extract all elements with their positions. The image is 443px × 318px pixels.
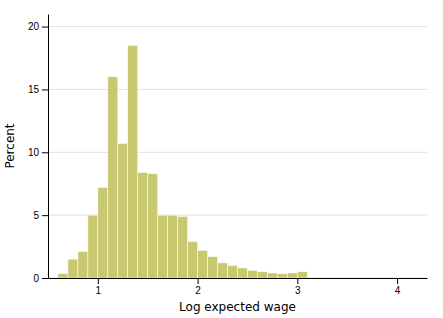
tick-mark <box>42 278 48 279</box>
x-axis: 1 2 3 4 <box>49 278 428 296</box>
bar <box>68 259 78 278</box>
tick-label: 10 <box>28 147 40 158</box>
tick-mark <box>42 215 48 216</box>
tick-mark <box>397 278 398 284</box>
bar <box>188 242 198 278</box>
plot: 1 2 3 4 0 5 10 15 20 Log expected wage Percent <box>3 15 428 315</box>
tick-label: 15 <box>28 84 40 95</box>
grid-line <box>48 89 427 90</box>
bar <box>297 272 307 278</box>
axis-line <box>48 15 49 279</box>
tick-label: 2 <box>195 285 201 296</box>
y-axis-title: Percent <box>3 123 17 168</box>
bar <box>58 274 68 278</box>
bars <box>58 45 307 278</box>
tick-mark <box>42 152 48 153</box>
bar <box>168 215 178 278</box>
bar <box>208 257 218 278</box>
y-axis: 0 5 10 15 20 <box>28 15 49 284</box>
grid <box>48 27 427 278</box>
tick-label: 20 <box>28 21 40 32</box>
bar <box>178 216 188 278</box>
tick-label: 1 <box>96 285 102 296</box>
tick-mark <box>42 89 48 90</box>
tick: 4 <box>395 278 401 296</box>
tick-mark <box>198 278 199 284</box>
tick-mark <box>42 27 48 28</box>
tick: 5 <box>33 210 48 221</box>
tick: 1 <box>96 278 102 296</box>
bar <box>88 215 98 278</box>
bar <box>307 278 317 279</box>
axis-line <box>49 278 428 279</box>
bar <box>228 265 238 278</box>
bar <box>287 273 297 278</box>
grid-line <box>48 26 427 27</box>
bar <box>128 45 138 278</box>
tick: 3 <box>295 278 301 296</box>
bar <box>238 268 248 278</box>
bar <box>138 172 148 278</box>
tick: 20 <box>28 21 48 32</box>
bar <box>267 273 277 278</box>
x-axis-title: Log expected wage <box>179 300 296 314</box>
bar <box>158 215 168 278</box>
tick-mark <box>297 278 298 284</box>
tick-label: 5 <box>33 210 39 221</box>
grid-line <box>48 152 427 153</box>
tick-label: 3 <box>295 285 301 296</box>
tick-mark <box>98 278 99 284</box>
bar <box>257 272 267 278</box>
bar <box>108 77 118 278</box>
bar <box>148 174 158 278</box>
bar <box>277 274 287 278</box>
tick: 2 <box>195 278 201 296</box>
bar <box>247 270 257 278</box>
bar <box>98 187 108 278</box>
chart: 1 2 3 4 0 5 10 15 20 Log expected wage Percent <box>0 0 443 318</box>
tick-label: 0 <box>33 273 39 284</box>
bar <box>198 250 208 278</box>
bar <box>218 263 228 278</box>
tick: 15 <box>28 84 48 95</box>
tick-label: 4 <box>395 285 401 296</box>
tick: 10 <box>28 147 48 158</box>
tick: 0 <box>33 273 48 284</box>
bar <box>78 252 88 278</box>
bar <box>118 143 128 278</box>
